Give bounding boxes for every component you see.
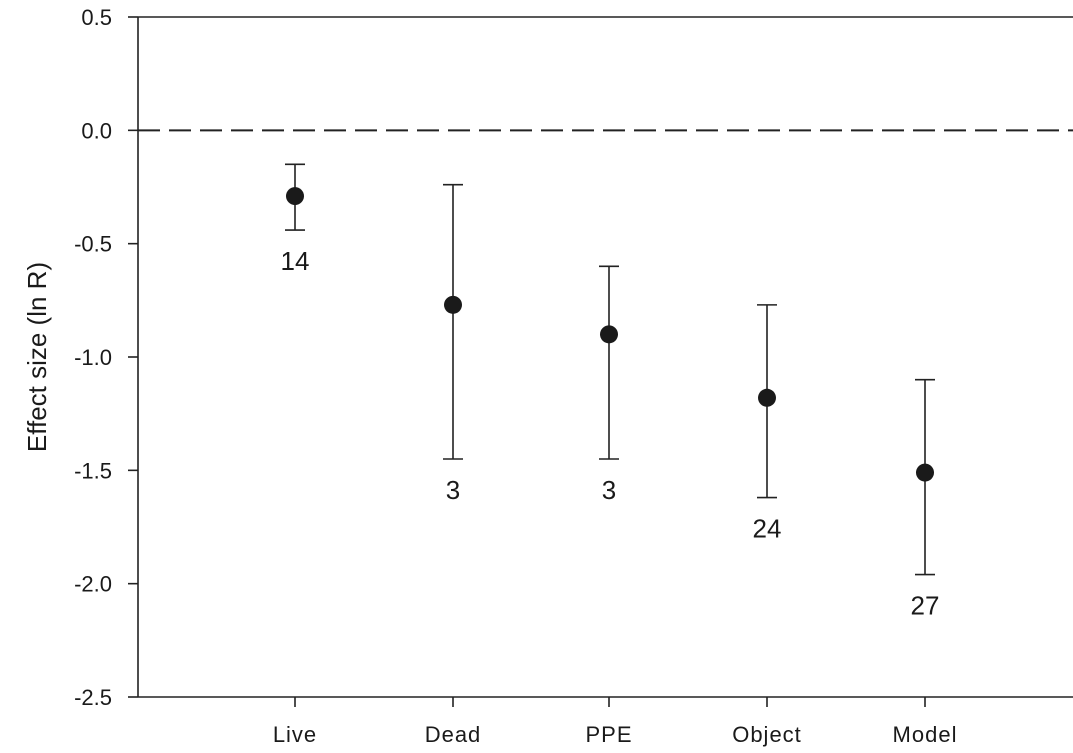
data-point: [758, 388, 776, 407]
x-tick-label: Dead: [425, 722, 482, 747]
y-axis-title: Effect size (ln R): [22, 262, 52, 452]
x-tick-label: Live: [273, 722, 317, 747]
data-point: [600, 325, 618, 344]
x-ticks: Live Dead PPE Object Model: [273, 697, 958, 747]
data-point: [286, 187, 304, 206]
sample-size-label: 3: [602, 475, 616, 505]
sample-size-label: 14: [281, 246, 310, 276]
sample-size-label: 3: [446, 475, 460, 505]
y-ticks: 0.5 0.0 -0.5 -1.0 -1.5 -2.0 -2.5: [74, 5, 138, 710]
y-tick-label: -0.5: [74, 232, 112, 257]
data-point: [444, 295, 462, 314]
data-point: [916, 463, 934, 482]
y-tick-label: -1.5: [74, 458, 112, 483]
y-tick-label: 0.0: [81, 118, 112, 143]
sample-size-label: 24: [753, 514, 782, 544]
x-tick-label: PPE: [585, 722, 632, 747]
sample-size-label: 27: [911, 591, 940, 621]
data-marks: 14 3 3 24 27: [281, 163, 940, 621]
x-tick-label: Model: [893, 722, 958, 747]
y-tick-label: -2.5: [74, 685, 112, 710]
y-tick-label: 0.5: [81, 5, 112, 30]
y-tick-label: -2.0: [74, 572, 112, 597]
x-tick-label: Object: [732, 722, 802, 747]
y-tick-label: -1.0: [74, 345, 112, 370]
